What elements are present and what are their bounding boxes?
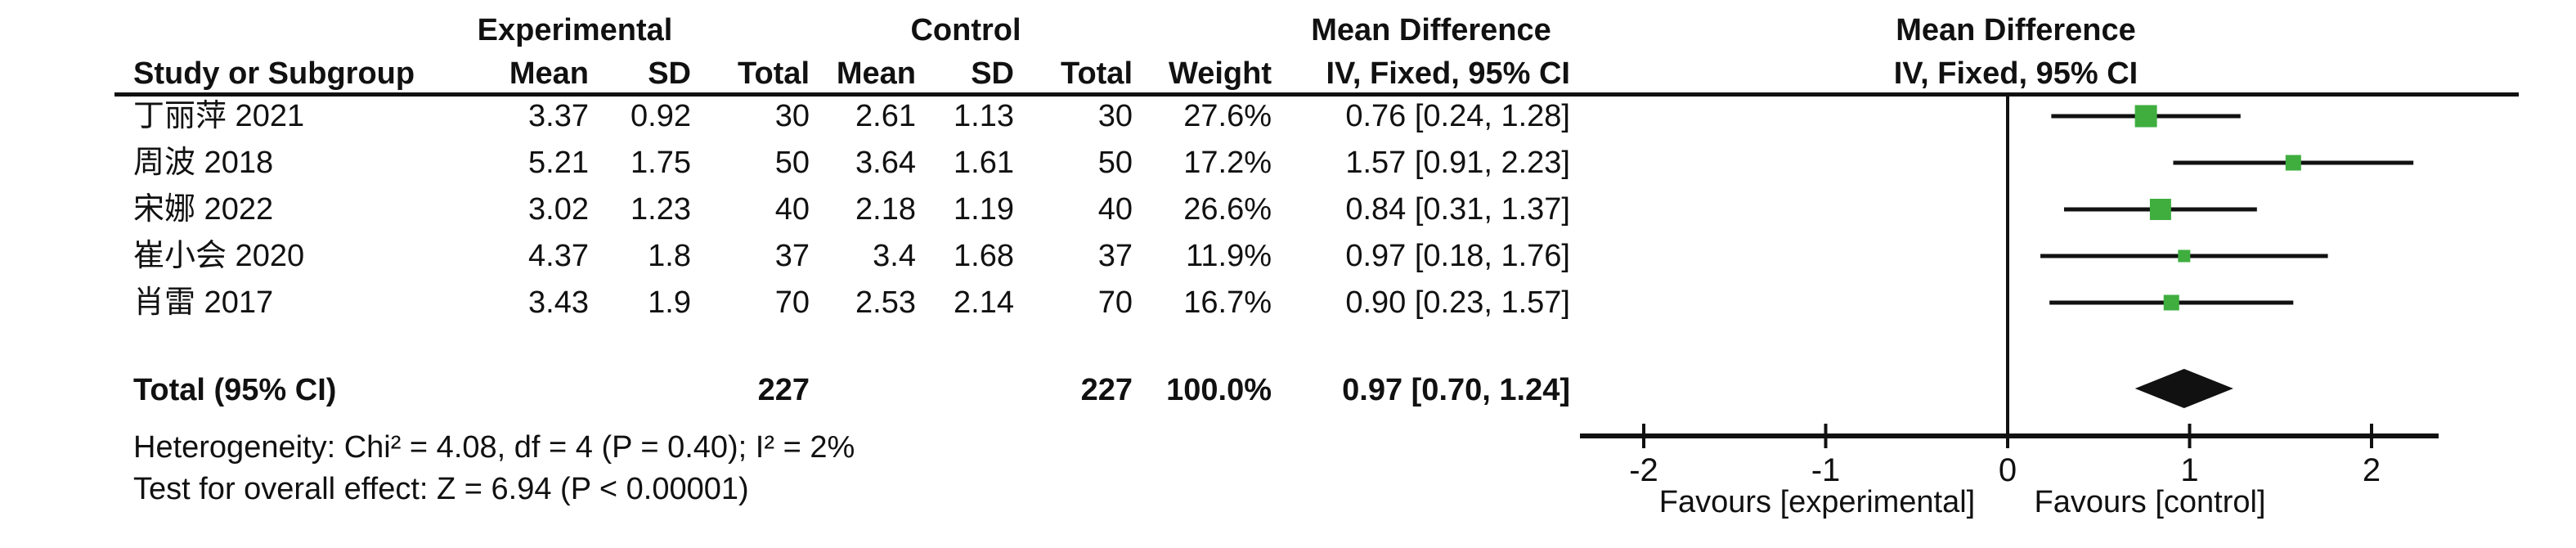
study-exp_mean: 5.21	[528, 146, 589, 180]
study-exp_sd: 1.8	[648, 239, 691, 273]
total-ci-text: 0.97 [0.70, 1.24]	[1342, 373, 1570, 407]
study-weight: 17.2%	[1183, 146, 1272, 180]
effect-square	[2149, 199, 2171, 220]
effect-square	[2285, 155, 2301, 171]
col-header-ci_text: IV, Fixed, 95% CI	[1326, 56, 1570, 91]
axis-tick-label: 2	[2363, 452, 2381, 488]
axis-tick-label: 1	[2180, 452, 2198, 488]
study-exp_sd: 1.9	[648, 285, 691, 320]
col-header-weight: Weight	[1169, 56, 1272, 91]
study-exp_sd: 1.23	[631, 192, 691, 227]
study-exp_sd: 1.75	[631, 146, 691, 180]
total-weight: 100.0%	[1166, 373, 1272, 407]
study-ctrl_mean: 3.64	[855, 146, 916, 180]
total-ctrl-total: 227	[1080, 373, 1133, 407]
axis-tick-label: -1	[1811, 452, 1841, 488]
study-weight: 27.6%	[1183, 99, 1272, 133]
col-header-ctrl_total: Total	[1061, 56, 1133, 91]
study-ctrl_mean: 2.18	[855, 192, 916, 227]
column-header-study-or-subgroup: Study or Subgroup	[133, 56, 415, 91]
overall-effect-note: Test for overall effect: Z = 6.94 (P < 0…	[133, 472, 749, 506]
study-name: 崔小会 2020	[133, 239, 305, 273]
axis-tick-label: -2	[1629, 452, 1658, 488]
effect-square	[2134, 105, 2157, 128]
effect-square	[2178, 249, 2191, 263]
effect-square	[2163, 294, 2179, 311]
study-exp_mean: 3.02	[528, 192, 589, 227]
study-ctrl_sd: 2.14	[954, 285, 1014, 320]
study-exp_total: 37	[774, 239, 810, 273]
study-exp_total: 50	[774, 146, 810, 180]
header-underline	[114, 92, 2519, 97]
study-ctrl_sd: 1.68	[954, 239, 1014, 273]
study-exp_mean: 3.37	[528, 99, 589, 133]
study-ctrl_total: 70	[1097, 285, 1133, 320]
study-weight: 26.6%	[1183, 192, 1272, 227]
plot-header-iv-fixed-ci: IV, Fixed, 95% CI	[1893, 56, 2138, 91]
group-header-experimental: Experimental	[477, 13, 673, 47]
study-name: 丁丽萍 2021	[133, 99, 305, 133]
study-exp_total: 70	[774, 285, 810, 320]
study-ci_text: 1.57 [0.91, 2.23]	[1345, 146, 1570, 180]
pooled-diamond	[2134, 369, 2233, 408]
study-ctrl_total: 40	[1097, 192, 1133, 227]
favours-right-label: Favours [control]	[2035, 485, 2266, 519]
study-ctrl_mean: 2.61	[855, 99, 916, 133]
study-ctrl_total: 37	[1097, 239, 1133, 273]
col-header-exp_mean: Mean	[509, 56, 589, 91]
study-name: 宋娜 2022	[133, 192, 274, 227]
study-name: 周波 2018	[133, 146, 274, 180]
study-ci_text: 0.76 [0.24, 1.28]	[1345, 99, 1570, 133]
col-header-exp_sd: SD	[648, 56, 691, 91]
study-exp_total: 30	[774, 99, 810, 133]
study-ci_text: 0.97 [0.18, 1.76]	[1345, 239, 1570, 273]
study-weight: 16.7%	[1183, 285, 1272, 320]
study-ctrl_sd: 1.61	[954, 146, 1014, 180]
study-ctrl_sd: 1.13	[954, 99, 1014, 133]
study-ci_text: 0.84 [0.31, 1.37]	[1345, 192, 1570, 227]
plot-header-mean-difference: Mean Difference	[1896, 13, 2136, 47]
study-name: 肖雷 2017	[133, 285, 274, 320]
study-ctrl_total: 50	[1097, 146, 1133, 180]
study-exp_mean: 3.43	[528, 285, 589, 320]
study-ctrl_mean: 2.53	[855, 285, 916, 320]
col-header-ctrl_mean: Mean	[836, 56, 916, 91]
study-ctrl_mean: 3.4	[873, 239, 916, 273]
study-ci_text: 0.90 [0.23, 1.57]	[1345, 285, 1570, 320]
study-ctrl_sd: 1.19	[954, 192, 1014, 227]
study-weight: 11.9%	[1186, 239, 1272, 273]
axis-tick-label: 0	[1999, 452, 2017, 488]
group-header-control: Control	[910, 13, 1021, 47]
study-ctrl_total: 30	[1097, 99, 1133, 133]
study-exp_sd: 0.92	[631, 99, 691, 133]
col-header-ctrl_sd: SD	[971, 56, 1014, 91]
heterogeneity-note: Heterogeneity: Chi² = 4.08, df = 4 (P = …	[133, 430, 855, 465]
column-group-header-mean-difference-text: Mean Difference	[1311, 13, 1551, 47]
favours-left-label: Favours [experimental]	[1659, 485, 1976, 519]
col-header-exp_total: Total	[738, 56, 810, 91]
study-exp_total: 40	[774, 192, 810, 227]
total-row-label: Total (95% CI)	[133, 373, 337, 407]
study-exp_mean: 4.37	[528, 239, 589, 273]
total-exp-total: 227	[757, 373, 810, 407]
